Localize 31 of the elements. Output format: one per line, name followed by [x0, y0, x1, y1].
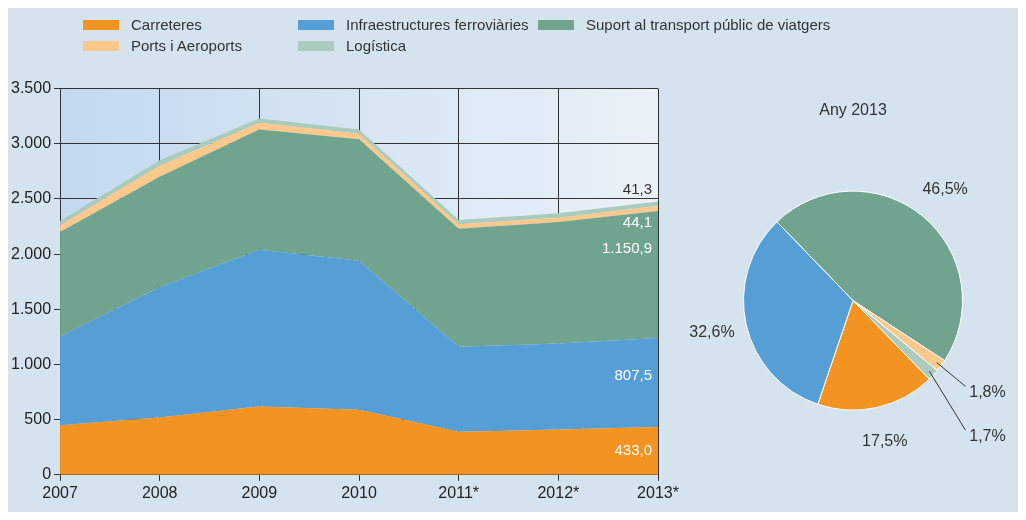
y-tick-label: 0: [42, 465, 52, 483]
legend-label: Carreteres: [131, 16, 202, 33]
x-tick-label: 2009: [241, 483, 278, 501]
legend-label: Ports i Aeroports: [131, 37, 242, 54]
y-tick-label: 2.500: [10, 189, 52, 207]
y-tick-label: 2.000: [10, 244, 52, 262]
legend-label: Infraestructures ferroviàries: [346, 16, 529, 33]
x-tick-label: 2008: [141, 483, 178, 501]
y-tick-label: 500: [24, 410, 52, 428]
legend-label: Suport al transport públic de viatgers: [586, 16, 831, 33]
x-tick-label: 2012*: [537, 483, 580, 501]
y-tick-label: 1.500: [10, 299, 52, 317]
data-label: 17,5%: [862, 431, 908, 449]
y-tick-label: 3.000: [10, 134, 52, 152]
data-label: 41,3: [622, 179, 652, 197]
data-label: 807,5: [614, 366, 652, 384]
data-label: 1,8%: [969, 382, 1006, 400]
data-label: 1,7%: [969, 426, 1006, 444]
data-label: 1.150,9: [601, 239, 652, 257]
chart-title: Any 2013: [819, 101, 887, 119]
data-label: 32,6%: [689, 322, 735, 340]
x-tick-label: 2007: [42, 483, 78, 501]
y-tick-label: 1.000: [10, 354, 52, 372]
data-label: 433,0: [614, 441, 652, 459]
x-tick-label: 2011*: [438, 483, 479, 501]
legend-label: Logística: [346, 37, 407, 54]
x-tick-label: 2013*: [637, 483, 679, 501]
data-label: 44,1: [622, 213, 652, 231]
x-tick-label: 2010: [341, 483, 377, 501]
y-tick-label: 3.500: [10, 79, 52, 97]
data-label: 46,5%: [922, 179, 968, 197]
